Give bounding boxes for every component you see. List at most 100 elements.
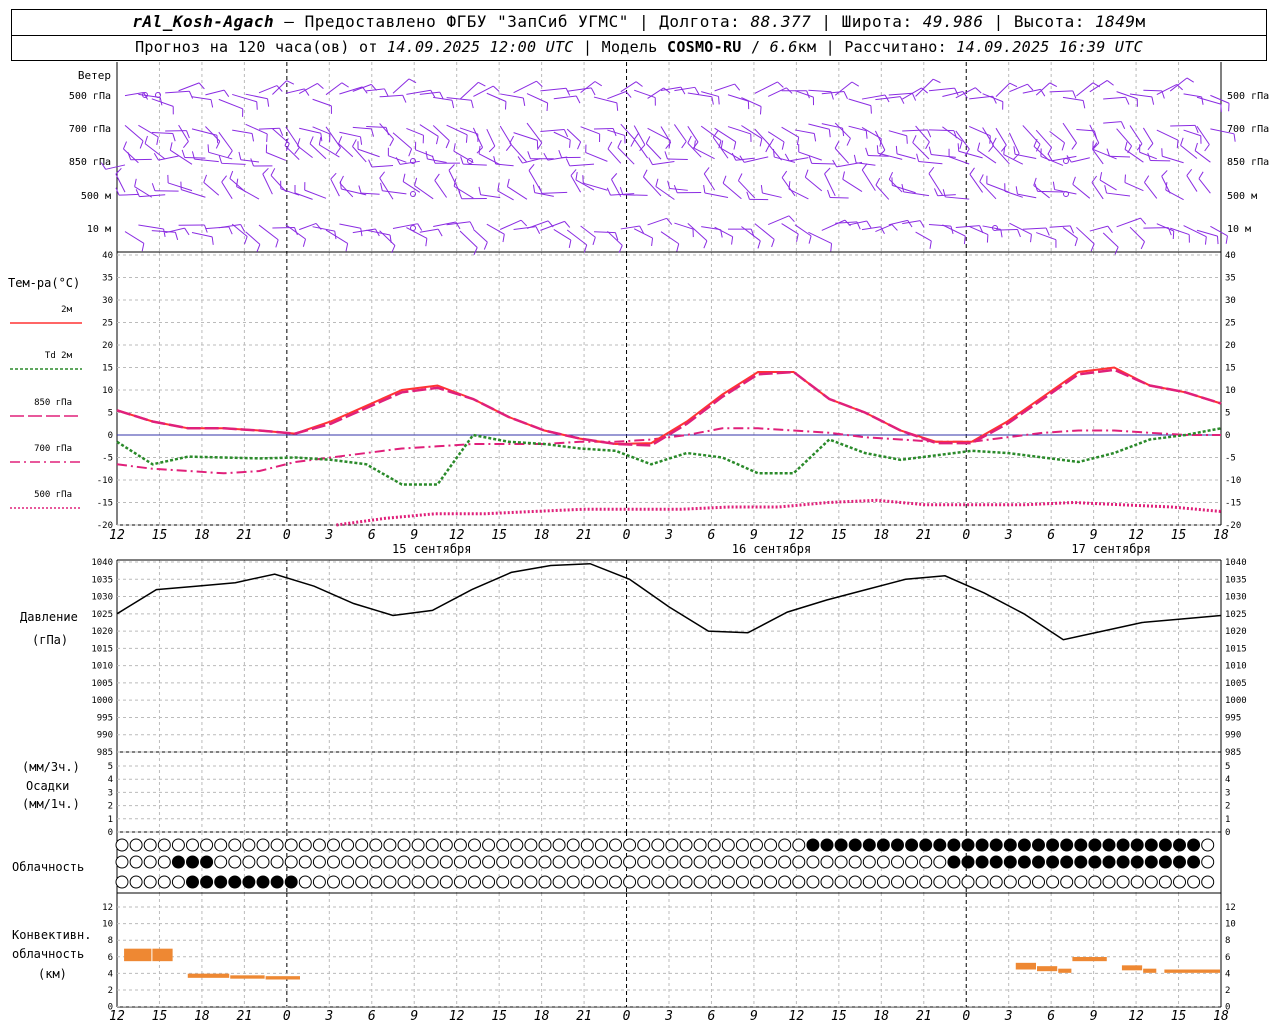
- cloud-symbol: [1060, 855, 1074, 869]
- cloud-symbol: [341, 838, 355, 852]
- wind-barb: [727, 126, 751, 135]
- wind-level-label-right: 10 м: [1227, 224, 1251, 235]
- wind-barb-flag: [991, 137, 997, 146]
- wind-barb-flag: [979, 174, 984, 182]
- cloud-symbol: [735, 838, 749, 852]
- cloud-symbol: [609, 838, 622, 852]
- hour-label: 0: [623, 528, 631, 543]
- wind-barb: [569, 163, 595, 167]
- hour-label: 18: [1213, 528, 1229, 543]
- hour-label-bottom: 9: [1090, 1009, 1098, 1024]
- wind-barb-flag: [565, 158, 571, 167]
- hour-label: 6: [368, 528, 376, 543]
- cloud-symbol: [186, 855, 199, 869]
- cloud-symbol: [806, 875, 820, 889]
- conv-ytick-right: 8: [1225, 936, 1230, 946]
- conv-bar: [1058, 968, 1072, 973]
- wind-barb: [165, 90, 190, 94]
- precip-ytick-right: 5: [1225, 762, 1230, 772]
- wind-barb: [727, 94, 749, 102]
- cloud-symbol: [129, 855, 143, 869]
- precip-ytick: 0: [108, 828, 113, 838]
- hour-label: 9: [750, 528, 758, 543]
- cloud-symbol: [989, 855, 1003, 869]
- wind-barb-flag: [1047, 147, 1053, 155]
- wind-barb: [236, 186, 260, 200]
- pressure-ytick-right: 985: [1225, 748, 1241, 758]
- hour-label: 15: [152, 528, 168, 543]
- wind-barb: [379, 177, 394, 200]
- wind-barb-flag: [635, 81, 643, 87]
- pressure-ytick-right: 1010: [1225, 662, 1247, 672]
- wind-barb: [667, 158, 688, 161]
- cloud-symbol: [1102, 838, 1116, 852]
- wind-barb-flag: [954, 87, 959, 96]
- wind-barb: [232, 129, 253, 134]
- wind-barb: [888, 92, 913, 96]
- wind-barb-flag: [1176, 140, 1179, 149]
- cloud-symbol: [778, 875, 792, 889]
- wind-barb: [151, 230, 176, 233]
- wind-barb: [240, 159, 260, 163]
- conv-title2: облачность: [12, 947, 84, 961]
- wind-barb: [1165, 189, 1184, 201]
- wind-barb-flag: [928, 166, 935, 174]
- wind-barb-flag: [558, 150, 563, 158]
- wind-barb-flag: [851, 81, 860, 87]
- wind-barb: [459, 127, 478, 135]
- wind-barb: [1124, 149, 1144, 163]
- cloud-symbol: [693, 838, 707, 852]
- precip-ytick: 3: [108, 788, 113, 798]
- wind-barb: [205, 89, 225, 96]
- wind-barb-flag: [846, 138, 851, 146]
- cloud-symbol: [806, 855, 820, 869]
- wind-barb: [298, 82, 318, 94]
- wind-barb-flag: [536, 80, 543, 88]
- wind-barb-flag: [633, 132, 640, 140]
- wind-barb-flag: [221, 175, 227, 183]
- wind-barb-flag: [781, 141, 785, 150]
- wind-barb-flag: [478, 81, 486, 87]
- wind-barb: [995, 127, 1007, 146]
- wind-barb-flag: [891, 224, 898, 231]
- cloud-symbol: [1130, 855, 1144, 869]
- wind-barb: [703, 173, 716, 191]
- temp-legend-label: Td 2м: [45, 351, 73, 361]
- wind-barb-flag: [1009, 82, 1018, 88]
- conv-ytick-right: 10: [1225, 920, 1236, 930]
- wind-barb-flag: [335, 147, 341, 155]
- wind-barb: [741, 125, 763, 139]
- pressure-ytick: 1000: [91, 696, 113, 706]
- pressure-ytick: 1040: [91, 558, 113, 568]
- wind-barb: [319, 144, 340, 158]
- precip-ytick: 1: [108, 815, 113, 825]
- pressure-ytick-right: 990: [1225, 731, 1241, 741]
- wind-barb-flag: [250, 158, 254, 167]
- temp-ytick-right: 35: [1225, 274, 1236, 284]
- wind-barb: [1076, 129, 1095, 132]
- series-dewpoint: [116, 427, 1222, 486]
- wind-barb-flag: [911, 93, 917, 101]
- wind-barb-flag: [618, 245, 623, 253]
- cloud-symbol: [989, 875, 1003, 889]
- wind-barb-flag: [389, 138, 394, 147]
- cloud-symbol: [750, 875, 763, 889]
- pressure-ytick-right: 1030: [1225, 593, 1247, 603]
- wind-barb: [566, 128, 582, 143]
- wind-barb: [714, 226, 733, 238]
- precip-ytick-right: 4: [1225, 775, 1230, 785]
- wind-barb: [647, 127, 671, 141]
- cloud-symbol: [482, 838, 496, 852]
- wind-barb-flag: [842, 128, 845, 137]
- wind-barb-flag: [899, 96, 905, 104]
- wind-barb: [218, 98, 243, 110]
- wind-barb: [633, 125, 646, 146]
- pressure-ytick-right: 1000: [1225, 696, 1247, 706]
- wind-barb-flag: [796, 137, 800, 146]
- calm-circle: [410, 191, 416, 197]
- wind-barb-flag: [543, 152, 549, 161]
- wind-barb-flag: [1165, 182, 1168, 191]
- wind-barb: [620, 225, 640, 230]
- wind-barb-flag: [284, 138, 289, 146]
